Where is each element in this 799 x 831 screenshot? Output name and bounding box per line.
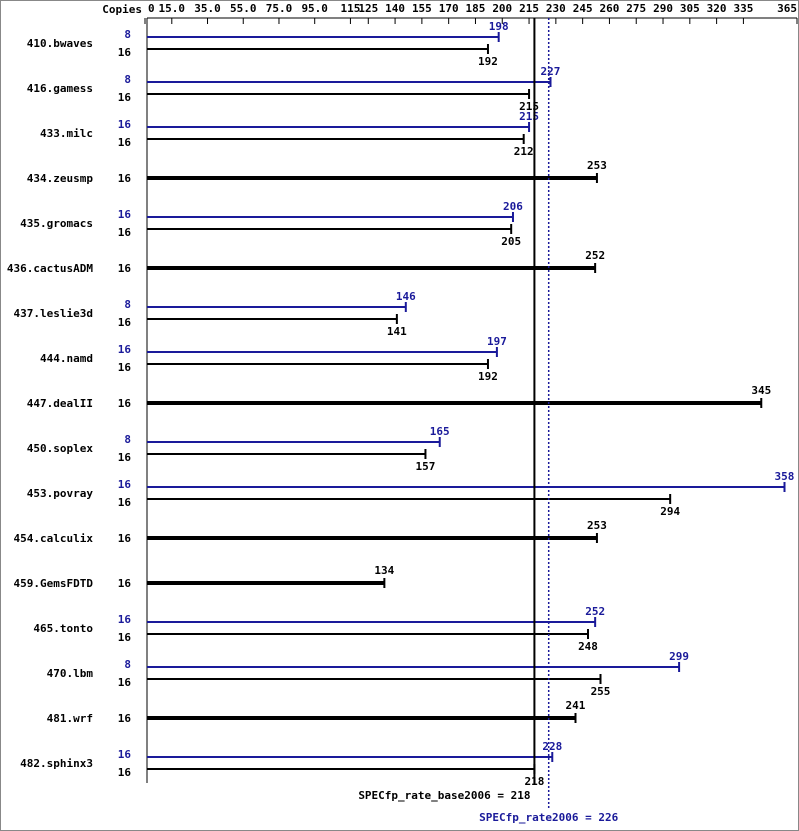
value-label: 253 — [587, 159, 607, 172]
value-label: 198 — [489, 20, 509, 33]
copies-label: 16 — [118, 91, 132, 104]
benchmark-label: 416.gamess — [27, 82, 93, 95]
copies-label: 16 — [118, 343, 132, 356]
reference-label: SPECfp_rate_base2006 = 218 — [358, 789, 530, 802]
copies-label: 16 — [118, 577, 132, 590]
value-label: 294 — [660, 505, 680, 518]
x-tick-label: 275 — [626, 2, 646, 15]
value-label: 345 — [751, 384, 771, 397]
x-tick-label: 0 — [148, 2, 155, 15]
value-label: 192 — [478, 55, 498, 68]
x-tick-label: 125 — [358, 2, 378, 15]
benchmark-label: 444.namd — [40, 352, 93, 365]
copies-label: 8 — [124, 73, 131, 86]
x-tick-label: 140 — [385, 2, 405, 15]
value-label: 248 — [578, 640, 598, 653]
benchmark-label: 447.dealII — [27, 397, 93, 410]
x-tick-label: 185 — [466, 2, 486, 15]
value-label: 157 — [416, 460, 436, 473]
copies-header: Copies — [102, 3, 142, 16]
value-label: 206 — [503, 200, 523, 213]
copies-label: 16 — [118, 478, 132, 491]
benchmark-label: 436.cactusADM — [7, 262, 93, 275]
value-label: 299 — [669, 650, 689, 663]
reference-label: SPECfp_rate2006 = 226 — [479, 811, 618, 824]
x-tick-label: 15.0 — [159, 2, 186, 15]
value-label: 228 — [542, 740, 562, 753]
copies-label: 16 — [118, 451, 132, 464]
value-label: 165 — [430, 425, 450, 438]
value-label: 253 — [587, 519, 607, 532]
copies-label: 16 — [118, 136, 132, 149]
value-label: 215 — [519, 110, 539, 123]
x-tick-label: 75.0 — [266, 2, 293, 15]
x-tick-label: 170 — [439, 2, 459, 15]
copies-label: 16 — [118, 262, 132, 275]
copies-label: 16 — [118, 172, 132, 185]
value-label: 205 — [501, 235, 521, 248]
benchmark-label: 481.wrf — [47, 712, 93, 725]
copies-label: 16 — [118, 532, 132, 545]
copies-label: 8 — [124, 28, 131, 41]
value-label: 252 — [585, 605, 605, 618]
x-tick-label: 305 — [680, 2, 700, 15]
x-tick-label: 230 — [546, 2, 566, 15]
benchmark-label: 465.tonto — [33, 622, 93, 635]
copies-label: 8 — [124, 433, 131, 446]
x-tick-label: 115 — [340, 2, 360, 15]
x-tick-label: 95.0 — [301, 2, 328, 15]
x-tick-label: 320 — [707, 2, 727, 15]
x-tick-label: 260 — [600, 2, 620, 15]
copies-label: 16 — [118, 316, 132, 329]
value-label: 252 — [585, 249, 605, 262]
copies-label: 16 — [118, 712, 132, 725]
benchmark-label: 454.calculix — [14, 532, 94, 545]
benchmark-label: 437.leslie3d — [14, 307, 93, 320]
value-label: 241 — [566, 699, 586, 712]
copies-label: 16 — [118, 676, 132, 689]
copies-label: 16 — [118, 496, 132, 509]
value-label: 192 — [478, 370, 498, 383]
x-tick-label: 215 — [519, 2, 539, 15]
copies-label: 16 — [118, 208, 132, 221]
value-label: 134 — [374, 564, 394, 577]
copies-label: 16 — [118, 361, 132, 374]
x-tick-label: 245 — [573, 2, 593, 15]
copies-label: 16 — [118, 748, 132, 761]
x-tick-label: 35.0 — [194, 2, 221, 15]
x-tick-label: 55.0 — [230, 2, 257, 15]
value-label: 146 — [396, 290, 416, 303]
benchmark-label: 459.GemsFDTD — [14, 577, 94, 590]
value-label: 141 — [387, 325, 407, 338]
value-label: 197 — [487, 335, 507, 348]
x-tick-label: 335 — [733, 2, 753, 15]
copies-label: 16 — [118, 118, 132, 131]
benchmark-label: 410.bwaves — [27, 37, 93, 50]
copies-label: 8 — [124, 658, 131, 671]
benchmark-label: 470.lbm — [47, 667, 94, 680]
copies-label: 16 — [118, 766, 132, 779]
copies-label: 16 — [118, 226, 132, 239]
value-label: 212 — [514, 145, 534, 158]
benchmark-label: 435.gromacs — [20, 217, 93, 230]
x-tick-label: 155 — [412, 2, 432, 15]
benchmark-label: 433.milc — [40, 127, 93, 140]
benchmark-label: 450.soplex — [27, 442, 94, 455]
value-label: 227 — [541, 65, 561, 78]
x-tick-label: 200 — [492, 2, 512, 15]
benchmark-label: 434.zeusmp — [27, 172, 94, 185]
x-tick-label: 290 — [653, 2, 673, 15]
benchmark-label: 453.povray — [27, 487, 94, 500]
copies-label: 8 — [124, 298, 131, 311]
x-tick-label: 365 — [777, 2, 797, 15]
copies-label: 16 — [118, 613, 132, 626]
copies-label: 16 — [118, 46, 132, 59]
value-label: 255 — [591, 685, 611, 698]
copies-label: 16 — [118, 397, 132, 410]
copies-label: 16 — [118, 631, 132, 644]
value-label: 358 — [775, 470, 795, 483]
benchmark-label: 482.sphinx3 — [20, 757, 93, 770]
